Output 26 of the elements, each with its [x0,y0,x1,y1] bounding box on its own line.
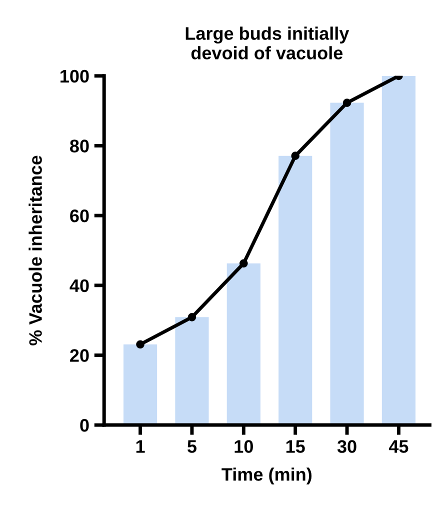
x-axis-title: Time (min) [222,468,312,484]
point [188,312,196,322]
bar [330,102,364,426]
y-tick-label: 100 [60,70,89,83]
y-tick-label: 80 [70,140,89,152]
y-axis-title: % Vacuole inheritance [28,156,42,346]
x-tick-label: 15 [286,440,305,453]
bar [278,156,312,426]
y-tick-label: 60 [70,209,89,222]
point [291,152,300,160]
bar [226,263,260,426]
chart-title: Large buds initially devoid of vacuole [186,26,350,60]
x-tick-label: 45 [388,440,408,453]
bar [382,76,416,426]
y-tick-label: 0 [80,418,89,432]
point [342,98,352,107]
y-tick-label: 40 [70,279,89,292]
x-tick-label: 10 [234,440,253,453]
x-tick-label: 1 [136,440,145,453]
bar [123,344,158,426]
point [239,259,248,268]
y-tick-label: 20 [70,349,89,362]
bar [175,317,209,426]
x-tick-label: 5 [188,440,196,453]
point [136,340,144,349]
x-tick-label: 30 [337,440,356,453]
